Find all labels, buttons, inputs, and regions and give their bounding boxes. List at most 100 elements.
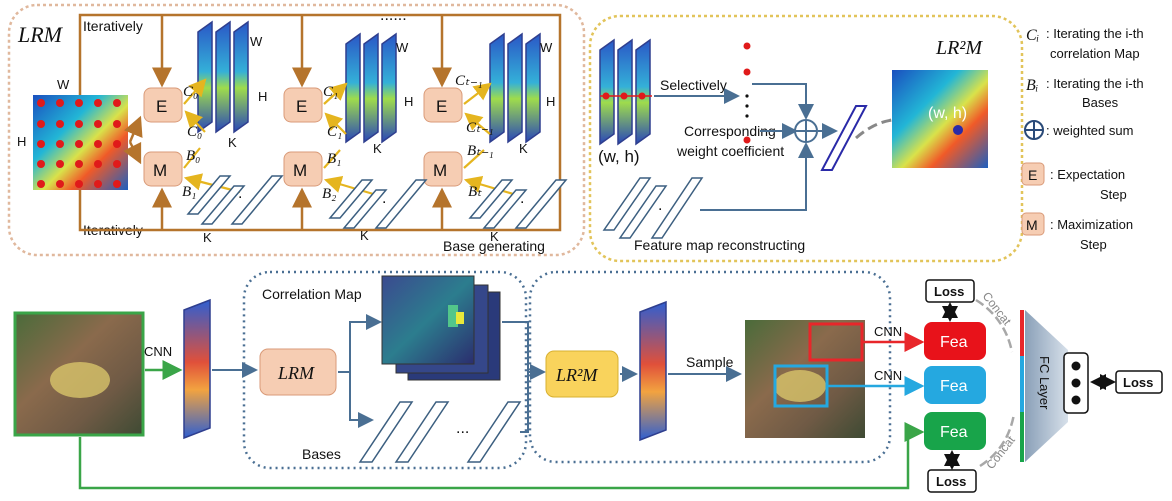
lr2m-panel — [588, 14, 1024, 263]
m-label-3: M — [433, 161, 447, 180]
wh-left: (w, h) — [598, 147, 640, 166]
correlation-map-stack — [381, 275, 501, 381]
lrm-title: LRM — [17, 22, 64, 47]
recon-dot: . — [658, 197, 662, 214]
legend-bi-2: Bases — [1082, 95, 1119, 110]
label-bt: Bₜ — [468, 184, 482, 200]
legend-e-box — [1021, 162, 1045, 186]
lrm-to-bases — [349, 372, 374, 428]
legend-ci-sym: Cᵢ — [1026, 27, 1039, 44]
label-b0: B₀ — [186, 148, 200, 164]
m-box-2 — [283, 151, 323, 187]
fea-label-green: Fea — [940, 424, 968, 441]
lrm-box-label: LRM — [277, 363, 315, 383]
label-ct1-mid: Cₜ₋₁ — [466, 120, 494, 136]
stack3-h: H — [546, 94, 555, 109]
bases-group-1 — [186, 175, 284, 225]
m-label-2: M — [293, 161, 307, 180]
bottom-bases — [358, 401, 522, 463]
cnn3-label: CNN — [874, 368, 902, 383]
green-skip-arrow — [78, 422, 925, 490]
em-column-3: E M — [423, 87, 463, 187]
lr2m-box-label: LR²M — [555, 365, 598, 385]
legend-m-1: : Maximization — [1050, 217, 1133, 232]
legend-m-2: Step — [1080, 237, 1107, 252]
fc-layer — [1025, 310, 1068, 462]
loss-label-top: Loss — [934, 284, 964, 299]
label-b1-first: B₁ — [182, 184, 196, 200]
legend-bi-sym: Bᵢ — [1026, 77, 1038, 94]
stack2-w: W — [396, 40, 409, 55]
lr2m-box-bottom — [545, 350, 619, 398]
stack3-w: W — [540, 40, 553, 55]
label-c1-mid: C₁ — [327, 124, 342, 140]
correlation-map-label: Correlation Map — [262, 286, 362, 302]
e-label-2: E — [296, 97, 307, 116]
em-column-2: E M — [283, 87, 323, 187]
bases-to-lr2m — [520, 372, 529, 433]
bases-ellipsis: ... — [456, 420, 469, 437]
lr2m-title: LR²M — [935, 37, 983, 59]
corr-stack-3 — [489, 32, 541, 144]
lr2m-output-image — [892, 70, 988, 168]
cnn-feature-map — [183, 298, 211, 440]
e-box-2 — [283, 87, 323, 123]
bases3-dot: . — [520, 190, 524, 207]
corr-to-lr2m — [502, 321, 546, 380]
legend-ci-1: : Iterating the i-th — [1046, 26, 1144, 41]
lrm-to-corr — [338, 314, 382, 373]
corr-stack-1 — [197, 20, 249, 134]
stack2-h: H — [404, 94, 413, 109]
legend-sum-text: : weighted sum — [1046, 123, 1133, 138]
wh-point — [953, 125, 963, 135]
bottom-recon-path — [700, 142, 814, 211]
legend-bi-1: : Iterating the i-th — [1046, 76, 1144, 91]
loss-box-right — [1115, 370, 1163, 394]
lr2m-feature-map — [639, 300, 667, 442]
concat-arc-bottom — [979, 413, 1016, 468]
stack2-k: K — [373, 141, 382, 156]
label-ct1-top: Cₜ₋₁ — [455, 73, 483, 89]
weight-dots — [743, 42, 751, 144]
weighted-sum-icon — [794, 119, 818, 143]
cnn2-label: CNN — [874, 324, 902, 339]
iteration-lines — [78, 13, 562, 232]
bases-group-3 — [468, 179, 568, 229]
legend: Cᵢ : Iterating the i-th correlation Map … — [1021, 26, 1144, 252]
dashed-link — [855, 117, 933, 140]
bases1-k: K — [203, 230, 212, 245]
label-b2: B₂ — [322, 186, 336, 202]
fea-box-red — [924, 322, 986, 360]
corresponding-2: weight coefficient — [676, 143, 784, 159]
lrm-box-bottom — [259, 348, 337, 396]
corr-stack-2 — [345, 32, 397, 144]
base-generating: Base generating — [443, 238, 545, 254]
label-b1: B₁ — [327, 151, 341, 167]
mid-panel — [242, 270, 528, 470]
legend-e-2: Step — [1100, 187, 1127, 202]
label-bt1: Bₜ₋₁ — [467, 143, 494, 159]
m-box-3 — [423, 151, 463, 187]
concat-label-top: Concat — [980, 289, 1015, 328]
fea-label-red: Fea — [940, 334, 968, 351]
correlation-hotspot — [448, 305, 464, 327]
sample-label: Sample — [686, 354, 734, 370]
sampled-bird-body — [774, 370, 826, 402]
legend-m-sym: M — [1026, 217, 1038, 233]
input-w-label: W — [57, 77, 70, 92]
m-label-1: M — [153, 161, 167, 180]
loss-label-bottom: Loss — [936, 474, 966, 489]
bases-group-2 — [328, 179, 428, 229]
em-column-1: E M — [143, 87, 183, 187]
bases2-k: K — [360, 228, 369, 243]
stack1-k: K — [228, 135, 237, 150]
corresponding-1: Corresponding — [684, 123, 776, 139]
fea-box-green — [924, 412, 986, 450]
recon-bases — [602, 177, 704, 239]
fea-label-cyan: Fea — [940, 378, 968, 395]
fc-layer-label: FC Layer — [1037, 356, 1052, 410]
label-c1-top: C₁ — [323, 84, 338, 100]
bases3-k: K — [490, 229, 499, 244]
input-h-label: H — [17, 134, 26, 149]
